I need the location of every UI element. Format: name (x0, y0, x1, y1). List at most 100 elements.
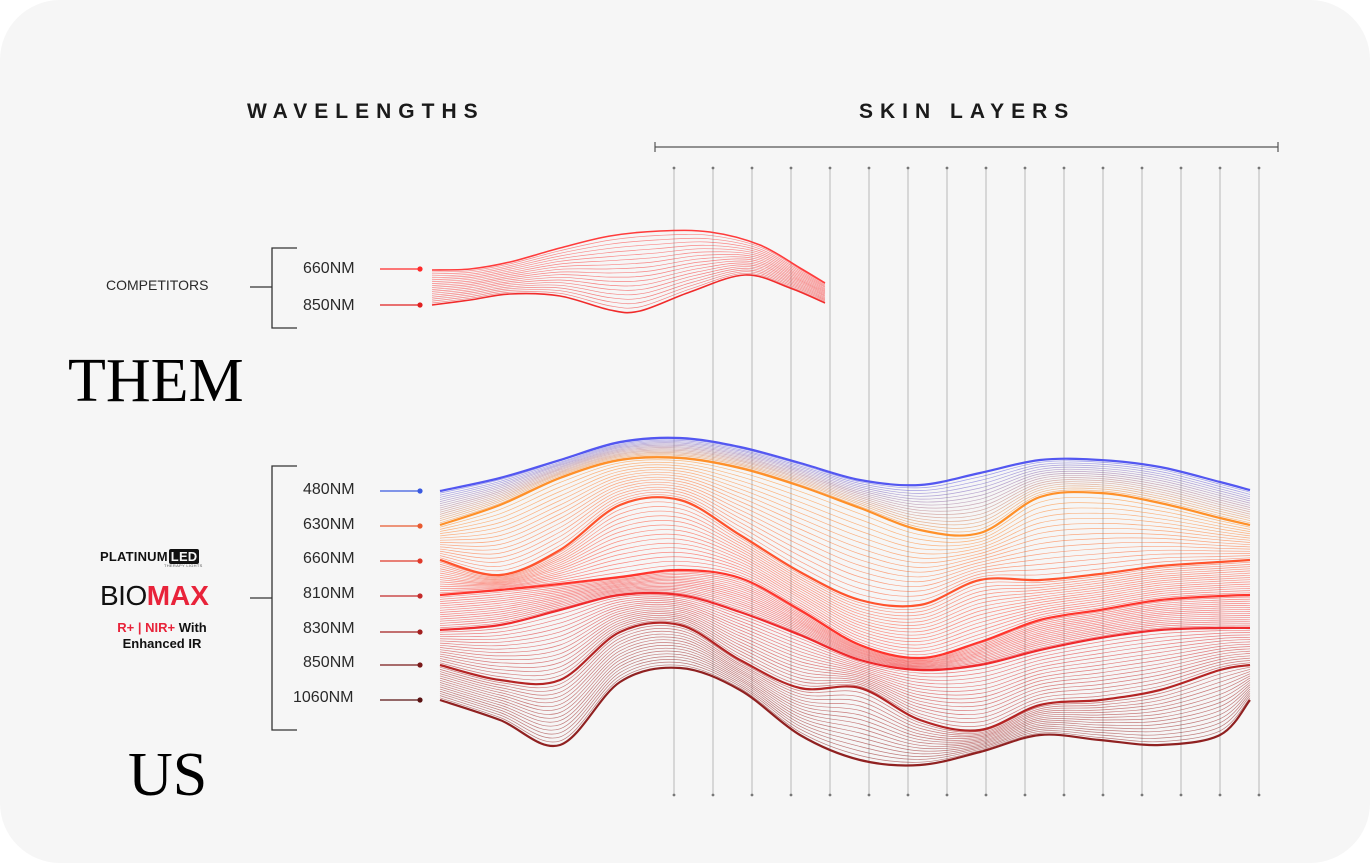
competitor-key-line (431, 229, 826, 284)
competitor-fill-line (431, 272, 826, 309)
biomax-fill-line (439, 581, 1251, 665)
competitor-fill-line (431, 267, 826, 299)
us-wavelength-830: 830NM (303, 620, 355, 637)
biomax-key-line (439, 436, 1251, 493)
competitor-fill-line (431, 251, 826, 291)
biomax-fill-line (439, 653, 1251, 752)
biomax-fill-line (439, 618, 1251, 723)
biomax-fill-line (439, 464, 1251, 547)
biomax-fill-line (439, 448, 1251, 512)
biomax-fill-line (439, 611, 1251, 708)
competitor-fill-line (431, 244, 826, 288)
biomax-fill-line (439, 450, 1251, 519)
biomax-fill-line (439, 441, 1251, 498)
biomax-fill-line (439, 628, 1251, 735)
biomax-fill-line (439, 445, 1251, 507)
competitor-fill-line (431, 269, 826, 301)
gridline-bottom-dot (828, 793, 832, 797)
biomax-fill-line (439, 664, 1251, 763)
us-wavelength-810: 810NM (303, 585, 355, 602)
us-wavelength-850: 850NM (303, 654, 355, 671)
biomax-fill-line (439, 600, 1251, 685)
biomax-fill-line (439, 444, 1251, 505)
biomax-fill-line (439, 630, 1251, 736)
competitor-fill-line (431, 262, 826, 296)
biomax-fill-line (439, 542, 1251, 639)
competitor-fill-line (431, 248, 826, 289)
biomax-wave-bundle (439, 436, 1251, 767)
biomax-fill-line (439, 605, 1251, 696)
biomax-fill-line (439, 603, 1251, 692)
biomax-key-line (439, 591, 1251, 672)
biomax-fill-line (439, 656, 1251, 755)
gridline-bottom-dot (945, 793, 949, 797)
biomax-fill-line (439, 547, 1251, 643)
biomax-fill-line (439, 449, 1251, 515)
biomax-fill-line (439, 529, 1251, 630)
biomax-key-line (439, 456, 1251, 537)
biomax-fill-line (439, 551, 1251, 646)
tagline-with: With (175, 620, 207, 635)
gridline-top-dot (1062, 166, 1066, 170)
us-wavelength-630: 630NM (303, 516, 355, 533)
competitor-fill-line (431, 258, 826, 294)
us-wavelength-660: 660NM (303, 550, 355, 567)
biomax-fill-line (439, 474, 1251, 564)
gridline-top-dot (789, 166, 793, 170)
biomax-fill-line (439, 588, 1251, 669)
gridline-top-dot (984, 166, 988, 170)
biomax-fill-line (439, 598, 1251, 681)
competitor-wave-bundle (431, 229, 826, 314)
biomax-fill-line (439, 471, 1251, 559)
us-leader-4-dot (417, 629, 423, 635)
biomax-fill-line (439, 636, 1251, 739)
brand-logo: PLATINUM LED THERAPY LIGHTS (100, 549, 225, 568)
biomax-fill-line (439, 486, 1251, 587)
gridline-bottom-dot (711, 793, 715, 797)
biomax-fill-line (439, 479, 1251, 573)
competitor-fill-line (431, 266, 826, 298)
competitor-key-line (431, 274, 826, 314)
gridline-bottom-dot (1101, 793, 1105, 797)
gridline-top-dot (750, 166, 754, 170)
biomax-fill-line (439, 642, 1251, 743)
biomax-fill-line (439, 613, 1251, 712)
tagline-red: R+ | NIR+ (117, 620, 176, 635)
biomax-fill-line (439, 560, 1251, 652)
biomax-fill-line (439, 650, 1251, 750)
gridline-bottom-dot (1140, 793, 1144, 797)
us-wavelength-480: 480NM (303, 481, 355, 498)
gridline-top-dot (945, 166, 949, 170)
biomax-fill-line (439, 484, 1251, 583)
competitor-fill-line (431, 256, 826, 293)
biomax-fill-line (439, 574, 1251, 661)
biomax-fill-line (439, 659, 1251, 757)
biomax-fill-line (439, 620, 1251, 727)
gridline-top-dot (711, 166, 715, 170)
biomax-fill-line (439, 585, 1251, 667)
biomax-fill-line (439, 481, 1251, 578)
competitor-fill-line (431, 264, 826, 297)
biomax-fill-line (439, 501, 1251, 610)
biomax-fill-line (439, 661, 1251, 760)
gridline-top-dot (1179, 166, 1183, 170)
gridline-top-dot (1140, 166, 1144, 170)
biomax-fill-line (439, 447, 1251, 509)
competitor-fill-line (431, 260, 826, 295)
biomax-max: MAX (146, 580, 209, 611)
us-leader-0-dot (417, 488, 423, 494)
brand-platinum: PLATINUM (100, 549, 168, 564)
gridline-bottom-dot (789, 793, 793, 797)
biomax-fill-line (439, 590, 1251, 669)
biomax-fill-line (439, 454, 1251, 529)
competitor-fill-line (431, 233, 826, 285)
them-wavelength-660: 660NM (303, 260, 355, 277)
biomax-fill-line (439, 572, 1251, 660)
biomax-fill-line (439, 461, 1251, 543)
gridline-top-dot (1257, 166, 1261, 170)
biomax-key-line (439, 621, 1251, 732)
gridline-bottom-dot (984, 793, 988, 797)
gridline-top-dot (1023, 166, 1027, 170)
biomax-fill-line (439, 443, 1251, 502)
